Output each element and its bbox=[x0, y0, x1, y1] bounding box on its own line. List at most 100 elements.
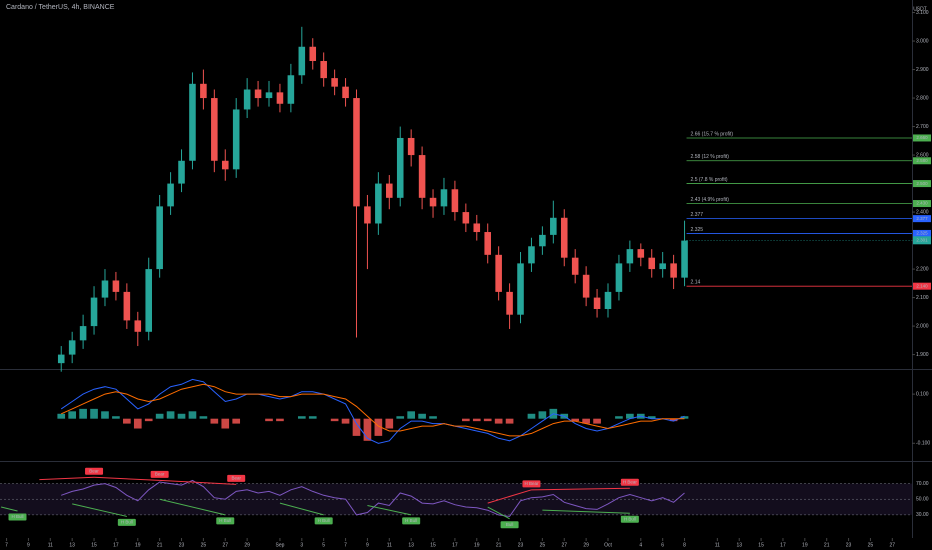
candle-body bbox=[123, 291, 131, 321]
price-tag bbox=[913, 180, 931, 188]
divergence-label: Bear bbox=[155, 472, 165, 477]
price-tag bbox=[913, 200, 931, 208]
candle-body bbox=[320, 61, 327, 79]
x-tick-label: 21 bbox=[157, 542, 163, 548]
divergence-line bbox=[531, 487, 630, 491]
divergence-tag bbox=[522, 480, 541, 488]
x-tick-label: 21 bbox=[824, 542, 830, 548]
candle-body bbox=[582, 274, 590, 298]
histogram-bar bbox=[505, 418, 514, 424]
candle-body bbox=[375, 183, 382, 224]
histogram-bar bbox=[571, 418, 580, 422]
divergence-label: H Bull bbox=[121, 520, 133, 525]
histogram-bar bbox=[210, 418, 219, 424]
divergence-line bbox=[279, 502, 324, 516]
x-tick-label: 23 bbox=[846, 542, 852, 548]
candle-body bbox=[232, 109, 240, 170]
divergence-label: Bull bbox=[506, 522, 514, 527]
histogram-bar bbox=[166, 411, 175, 419]
divergence-label: H Bull bbox=[11, 514, 23, 519]
divergence-line bbox=[487, 489, 532, 504]
last-price-label: 2.301 bbox=[916, 237, 928, 242]
candle-body bbox=[178, 160, 185, 184]
candle-body bbox=[571, 257, 579, 275]
candle-body bbox=[134, 320, 142, 332]
histogram-bar bbox=[396, 416, 405, 419]
divergence-line bbox=[94, 476, 160, 481]
candle-body bbox=[211, 98, 218, 161]
histogram-bar bbox=[68, 411, 76, 419]
divergence-tag bbox=[227, 474, 246, 482]
price-tag-label: 2.580 bbox=[916, 158, 928, 163]
target-label: 2.43 (4.9% profit) bbox=[691, 197, 730, 203]
candle-body bbox=[331, 78, 338, 87]
candle-body bbox=[517, 263, 524, 315]
divergence-label: H Bear bbox=[623, 479, 638, 484]
histogram-bar bbox=[647, 416, 656, 419]
x-tick-label: 17 bbox=[452, 542, 458, 548]
target-label: 2.5 (7.8 % profit) bbox=[691, 177, 728, 183]
target-label: 2.66 (15.7 % profit) bbox=[691, 131, 734, 137]
candle-body bbox=[254, 89, 262, 99]
histogram-bar bbox=[472, 418, 481, 422]
price-tag-label: 2.500 bbox=[916, 181, 928, 186]
y-tick-label: 70.00 bbox=[916, 481, 929, 487]
divergence-tag bbox=[216, 517, 235, 525]
histogram-bar bbox=[133, 418, 142, 429]
y-tick-label: 2.800 bbox=[916, 95, 929, 101]
candle-body bbox=[101, 280, 109, 298]
y-tick-label: 3.000 bbox=[916, 38, 929, 44]
histogram-bar bbox=[582, 418, 590, 424]
histogram-bar bbox=[199, 416, 208, 419]
candle-body bbox=[364, 206, 371, 224]
divergence-tag bbox=[620, 515, 639, 523]
candle-body bbox=[68, 340, 76, 355]
candle-body bbox=[462, 212, 470, 224]
divergence-line bbox=[542, 509, 630, 514]
divergence-tag bbox=[402, 517, 421, 525]
divergence-tag bbox=[150, 470, 169, 478]
candle-body bbox=[167, 183, 174, 207]
histogram-bar bbox=[144, 418, 153, 422]
y-tick-label: 2.000 bbox=[916, 323, 929, 329]
x-tick-label: 21 bbox=[496, 542, 502, 548]
candle-body bbox=[407, 137, 415, 156]
x-tick-label: 7 bbox=[344, 542, 347, 548]
x-tick-label: 7 bbox=[5, 542, 8, 548]
histogram-bar bbox=[297, 416, 306, 419]
y-tick-label: 2.700 bbox=[916, 124, 929, 130]
histogram-bar bbox=[177, 413, 186, 419]
y-tick-label: 2.400 bbox=[916, 209, 929, 215]
histogram-bar bbox=[669, 418, 678, 422]
histogram-bar bbox=[615, 416, 623, 419]
currency-label: USDT bbox=[913, 6, 927, 12]
candle-body bbox=[156, 206, 163, 270]
x-tick-label: 19 bbox=[802, 542, 808, 548]
histogram-bar bbox=[79, 408, 87, 419]
x-tick-label: 27 bbox=[561, 542, 567, 548]
candle-body bbox=[429, 197, 437, 207]
histogram-bar bbox=[155, 413, 164, 419]
x-tick-label: 11 bbox=[715, 542, 720, 548]
divergence-line bbox=[0, 506, 18, 512]
y-tick-label: 3.100 bbox=[916, 10, 929, 16]
histogram-bar bbox=[221, 418, 230, 429]
candle-body bbox=[440, 189, 448, 207]
candle-body bbox=[309, 46, 317, 62]
divergence-label: H Bull bbox=[405, 518, 417, 523]
divergence-tag bbox=[620, 478, 639, 486]
price-tag-label: 2.140 bbox=[916, 283, 928, 288]
x-tick-label: 15 bbox=[91, 542, 97, 548]
divergence-label: H Bull bbox=[624, 516, 636, 521]
candle-body bbox=[593, 297, 601, 309]
x-tick-label: 9 bbox=[27, 542, 30, 548]
divergence-label: H Bull bbox=[318, 518, 330, 523]
candle-body bbox=[57, 354, 65, 364]
candle-body bbox=[637, 249, 645, 258]
last-price-tag bbox=[913, 236, 931, 245]
rsi-line bbox=[61, 479, 685, 517]
y-tick-label: 2.900 bbox=[916, 67, 929, 73]
histogram-bar bbox=[112, 416, 120, 419]
candle-body bbox=[396, 137, 404, 198]
